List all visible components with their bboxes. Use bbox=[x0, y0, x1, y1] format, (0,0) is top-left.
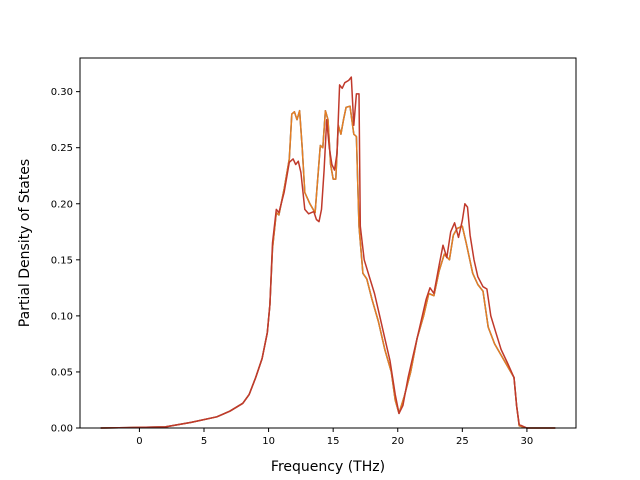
x-axis-label: Frequency (THz) bbox=[271, 459, 385, 475]
x-tick-label: 10 bbox=[262, 436, 275, 447]
x-tick-label: 25 bbox=[456, 436, 469, 447]
y-axis-label: Partial Density of States bbox=[17, 159, 33, 327]
plot-area bbox=[80, 58, 576, 428]
x-tick-label: 20 bbox=[391, 436, 404, 447]
y-tick-label: 0.05 bbox=[51, 367, 73, 378]
y-tick-label: 0.30 bbox=[51, 87, 73, 98]
y-tick-label: 0.25 bbox=[51, 143, 73, 154]
y-tick-label: 0.20 bbox=[51, 199, 73, 210]
series-layer bbox=[100, 76, 556, 429]
y-tick-label: 0.10 bbox=[51, 311, 73, 322]
series-3-line bbox=[100, 76, 556, 429]
x-tick-label: 15 bbox=[327, 436, 340, 447]
x-tick-label: 30 bbox=[521, 436, 534, 447]
axes-frame bbox=[79, 57, 577, 429]
y-tick-label: 0.00 bbox=[51, 424, 73, 435]
x-tick-label: 0 bbox=[136, 436, 142, 447]
x-axis-ticks: 0 5 10 15 20 25 30 bbox=[136, 428, 533, 447]
x-tick-label: 5 bbox=[201, 436, 207, 447]
y-axis-ticks: 0.00 0.05 0.10 0.15 0.20 0.25 0.30 bbox=[51, 87, 80, 435]
y-tick-label: 0.15 bbox=[51, 255, 73, 266]
